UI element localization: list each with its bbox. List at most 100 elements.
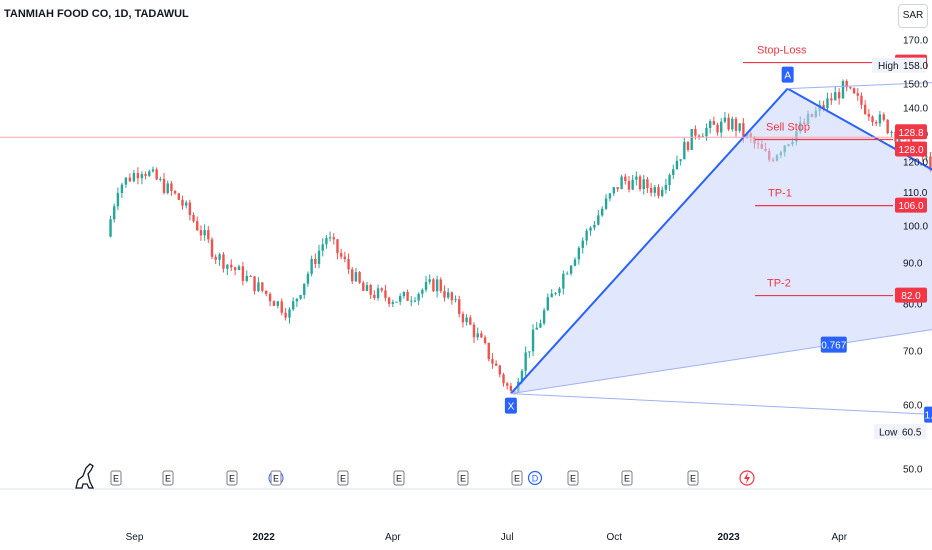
candle-body	[472, 324, 476, 338]
currency-button[interactable]: SAR	[898, 4, 928, 28]
y-tick-label: 50.0	[903, 465, 923, 476]
candle-body	[686, 142, 690, 150]
candle-body	[432, 279, 435, 292]
candle-body	[720, 121, 723, 133]
candle-body	[424, 281, 428, 290]
price-label-box	[895, 287, 927, 303]
price-label-box	[895, 197, 927, 213]
candle-body	[597, 215, 600, 225]
candle-body	[120, 184, 124, 193]
earnings-marker[interactable]	[110, 470, 122, 486]
candle-body	[257, 282, 260, 292]
candle-body	[675, 160, 679, 170]
high-tag-box	[872, 57, 926, 73]
candle-body	[712, 121, 716, 125]
candle-body	[871, 116, 874, 123]
candle-body	[509, 385, 513, 392]
candle-body	[506, 383, 509, 386]
candle-body	[136, 173, 140, 179]
candle-body	[683, 142, 686, 160]
candle-body	[343, 256, 347, 260]
candle-body	[284, 312, 287, 318]
earnings-marker[interactable]	[621, 470, 633, 486]
candle-body	[856, 93, 859, 96]
candle-body	[705, 127, 708, 137]
candle-body	[399, 296, 402, 302]
earnings-marker-label: E	[570, 474, 576, 484]
pattern-leg	[787, 87, 932, 171]
candle-body	[222, 254, 225, 269]
candle-body	[113, 206, 116, 220]
earnings-marker[interactable]	[511, 470, 523, 486]
x-tick-label: Jul	[501, 532, 514, 543]
candle-body	[253, 276, 256, 292]
candle-body	[199, 230, 203, 236]
candle-body	[566, 273, 569, 275]
earnings-marker-label: E	[273, 474, 279, 484]
candle-body	[542, 310, 546, 324]
earnings-marker[interactable]	[457, 470, 469, 486]
candle-body	[929, 156, 932, 171]
earnings-marker[interactable]	[687, 470, 699, 486]
candle-body	[480, 333, 483, 338]
candle-body	[604, 198, 608, 209]
candle-body	[849, 87, 852, 89]
candle-body	[649, 187, 653, 193]
earnings-marker-label: E	[340, 474, 346, 484]
dividend-marker[interactable]	[527, 470, 543, 486]
candle-body	[635, 176, 638, 180]
candle-body	[144, 174, 147, 176]
candle-body	[210, 239, 214, 257]
candle-body	[124, 177, 128, 185]
low-tag-value: 60.5	[902, 428, 922, 439]
candle-body	[380, 288, 383, 291]
candle-body	[925, 156, 928, 158]
earnings-marker[interactable]	[567, 470, 579, 486]
earnings-marker-label: E	[396, 474, 402, 484]
earnings-marker[interactable]	[337, 470, 349, 486]
candle-body	[264, 290, 268, 294]
candle-body	[569, 265, 573, 274]
candle-body	[458, 299, 461, 314]
low-tag-label: Low	[879, 428, 898, 439]
candle-body	[196, 221, 199, 231]
candle-body	[708, 121, 712, 128]
candle-body	[734, 118, 738, 131]
candle-body	[446, 292, 450, 298]
candle-body	[184, 202, 188, 206]
ratio-label: 0.767	[820, 336, 847, 353]
ratio-label-text: 1.075	[925, 411, 932, 422]
candle-body	[585, 230, 588, 241]
candle-body	[660, 189, 664, 196]
candle-body	[860, 95, 863, 105]
x-tick-label: Oct	[606, 532, 622, 543]
candle-body	[657, 187, 660, 196]
earnings-marker-label: E	[113, 474, 119, 484]
candle-body	[834, 92, 837, 101]
earnings-marker-label: E	[229, 474, 235, 484]
y-tick-label: 90.0	[903, 258, 923, 269]
earnings-marker[interactable]	[270, 470, 282, 486]
candle-body	[177, 193, 180, 200]
candle-body	[347, 259, 350, 270]
candle-body	[465, 317, 468, 323]
candle-body	[600, 208, 604, 216]
candle-body	[664, 184, 668, 190]
candle-body	[128, 177, 132, 182]
candle-body	[328, 237, 332, 239]
candle-body	[450, 292, 454, 301]
y-tick-label: 110.0	[903, 188, 928, 199]
earnings-marker[interactable]	[226, 470, 238, 486]
candle-body	[162, 178, 166, 193]
earnings-marker[interactable]	[393, 470, 405, 486]
earnings-marker[interactable]	[162, 470, 174, 486]
price-label: 128.0	[898, 145, 923, 156]
candle-body	[616, 187, 619, 190]
y-tick-label: 70.0	[903, 347, 923, 358]
candle-body	[151, 169, 155, 172]
candle-body	[822, 104, 825, 109]
symbol-title: TANMIAH FOOD CO, 1D, TADAWUL	[4, 8, 189, 20]
candle-body	[461, 313, 465, 323]
price-label-box	[895, 124, 927, 140]
